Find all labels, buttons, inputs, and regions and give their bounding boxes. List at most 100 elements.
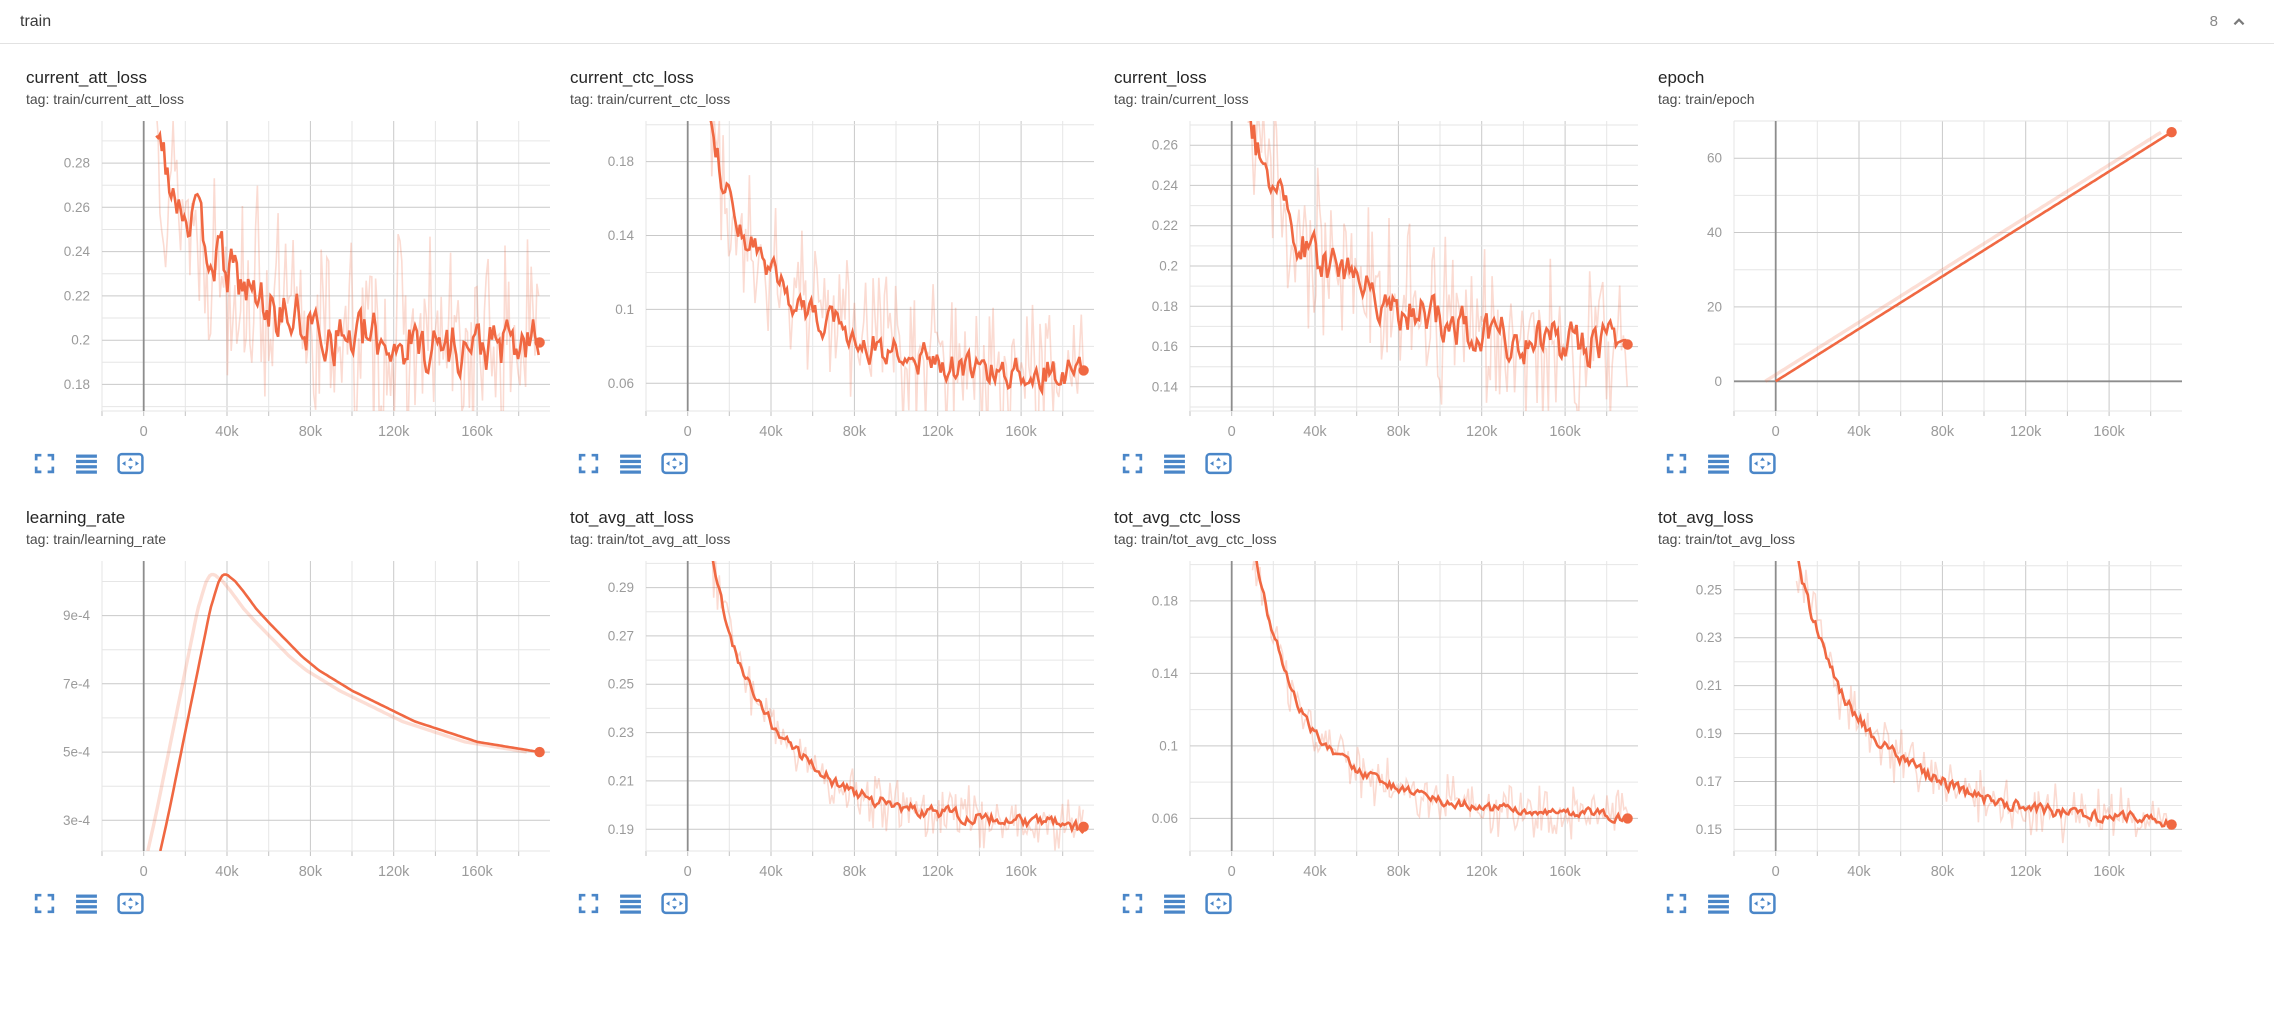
svg-text:0.15: 0.15	[1696, 822, 1722, 837]
expand-chart-button[interactable]	[574, 449, 603, 478]
svg-text:40k: 40k	[759, 424, 783, 440]
chart-title: current_att_loss	[26, 68, 147, 87]
svg-text:120k: 120k	[1466, 864, 1498, 880]
run-group-title: train	[20, 12, 52, 30]
log-scale-lines-icon	[620, 454, 641, 474]
chart-title: tot_avg_loss	[1658, 508, 1754, 527]
expand-chart-button[interactable]	[1662, 889, 1691, 918]
fullscreen-icon	[34, 893, 55, 914]
svg-text:120k: 120k	[1466, 424, 1498, 440]
chart-card: learning_rate tag: train/learning_rate 3…	[26, 508, 556, 918]
fit-domain-button[interactable]	[1202, 889, 1235, 918]
expand-chart-button[interactable]	[30, 889, 59, 918]
fit-data-icon	[661, 892, 688, 915]
log-scale-toggle-button[interactable]	[616, 889, 645, 918]
svg-text:0.19: 0.19	[1696, 726, 1722, 741]
expand-chart-button[interactable]	[30, 449, 59, 478]
svg-text:0.16: 0.16	[1152, 339, 1178, 354]
line-chart[interactable]: 0.19 0.21 0.23 0.25 0.27 0.29 0 40k 80k 120k 160k	[570, 555, 1100, 885]
chart-controls	[1658, 889, 2188, 918]
line-chart[interactable]: 0.18 0.2 0.22 0.24 0.26 0.28 0 40k 80k 120k 160k	[26, 115, 556, 445]
svg-text:0.18: 0.18	[1152, 593, 1178, 608]
log-scale-toggle-button[interactable]	[1704, 889, 1733, 918]
line-chart[interactable]: 0.14 0.16 0.18 0.2 0.22 0.24 0.26 0 40k 80k 120k 16…	[1114, 115, 1644, 445]
svg-text:0.18: 0.18	[1152, 299, 1178, 314]
chart-title: current_ctc_loss	[570, 68, 694, 87]
svg-text:0: 0	[684, 424, 692, 440]
svg-text:0.2: 0.2	[1159, 259, 1178, 274]
chart-count-badge: 8	[2209, 13, 2218, 30]
log-scale-toggle-button[interactable]	[1160, 889, 1189, 918]
svg-text:0.1: 0.1	[615, 302, 634, 317]
svg-text:0.29: 0.29	[608, 580, 634, 595]
log-scale-toggle-button[interactable]	[1704, 449, 1733, 478]
svg-text:160k: 160k	[1549, 864, 1581, 880]
svg-text:40k: 40k	[1847, 424, 1871, 440]
fit-domain-button[interactable]	[658, 449, 691, 478]
expand-chart-button[interactable]	[1118, 889, 1147, 918]
svg-text:160k: 160k	[461, 864, 493, 880]
fullscreen-icon	[578, 893, 599, 914]
fit-domain-button[interactable]	[114, 889, 147, 918]
svg-text:20: 20	[1707, 299, 1722, 314]
log-scale-lines-icon	[1708, 894, 1729, 914]
expand-chart-button[interactable]	[1118, 449, 1147, 478]
chart-tag: tag: train/tot_avg_ctc_loss	[1114, 531, 1277, 547]
svg-text:0.2: 0.2	[71, 333, 90, 348]
log-scale-toggle-button[interactable]	[1160, 449, 1189, 478]
fit-data-icon	[661, 452, 688, 475]
svg-text:0.21: 0.21	[608, 773, 634, 788]
line-chart[interactable]: 0.06 0.1 0.14 0.18 0 40k 80k 120k 160k	[570, 115, 1100, 445]
chart-title: epoch	[1658, 68, 1705, 87]
fullscreen-icon	[578, 453, 599, 474]
fit-domain-button[interactable]	[1202, 449, 1235, 478]
log-scale-lines-icon	[1708, 454, 1729, 474]
fit-data-icon	[117, 452, 144, 475]
chart-tag: tag: train/learning_rate	[26, 531, 167, 547]
fit-domain-button[interactable]	[114, 449, 147, 478]
line-chart[interactable]: 0 20 40 60 0 40k 80k 120k 160k	[1658, 115, 2188, 445]
expand-chart-button[interactable]	[1662, 449, 1691, 478]
line-chart[interactable]: 0.15 0.17 0.19 0.21 0.23 0.25 0 40k 80k 120k 160k	[1658, 555, 2188, 885]
svg-text:40k: 40k	[759, 864, 783, 880]
svg-text:0: 0	[140, 424, 148, 440]
chart-card: current_att_loss tag: train/current_att_…	[26, 68, 556, 478]
svg-text:40k: 40k	[215, 424, 239, 440]
chart-card: tot_avg_loss tag: train/tot_avg_loss 0.1…	[1658, 508, 2188, 918]
charts-grid: current_att_loss tag: train/current_att_…	[0, 44, 2274, 918]
log-scale-lines-icon	[620, 894, 641, 914]
svg-text:80k: 80k	[1387, 424, 1411, 440]
log-scale-toggle-button[interactable]	[72, 889, 101, 918]
fullscreen-icon	[34, 453, 55, 474]
chart-tag: tag: train/current_att_loss	[26, 91, 184, 107]
log-scale-toggle-button[interactable]	[616, 449, 645, 478]
fit-data-icon	[1749, 892, 1776, 915]
fit-data-icon	[1205, 892, 1232, 915]
fullscreen-icon	[1666, 893, 1687, 914]
chart-card: epoch tag: train/epoch 0 20 40 60 0 40k 80k 120…	[1658, 68, 2188, 478]
svg-text:0.23: 0.23	[608, 725, 634, 740]
fit-domain-button[interactable]	[658, 889, 691, 918]
log-scale-toggle-button[interactable]	[72, 449, 101, 478]
fit-data-icon	[1749, 452, 1776, 475]
svg-text:0.26: 0.26	[1152, 138, 1178, 153]
chart-tag: tag: train/current_loss	[1114, 91, 1249, 107]
fit-domain-button[interactable]	[1746, 889, 1779, 918]
svg-text:0.14: 0.14	[608, 228, 635, 243]
svg-text:60: 60	[1707, 151, 1722, 166]
svg-text:0.28: 0.28	[64, 156, 90, 171]
fullscreen-icon	[1122, 893, 1143, 914]
expand-chart-button[interactable]	[574, 889, 603, 918]
svg-text:0.14: 0.14	[1152, 666, 1179, 681]
svg-text:80k: 80k	[1931, 864, 1955, 880]
svg-text:120k: 120k	[378, 864, 410, 880]
svg-text:0: 0	[140, 864, 148, 880]
svg-text:80k: 80k	[1931, 424, 1955, 440]
chart-controls	[570, 449, 1100, 478]
line-chart[interactable]: 3e-4 5e-4 7e-4 9e-4 0 40k 80k 120k 160k	[26, 555, 556, 885]
fit-domain-button[interactable]	[1746, 449, 1779, 478]
line-chart[interactable]: 0.06 0.1 0.14 0.18 0 40k 80k 120k 160k	[1114, 555, 1644, 885]
collapse-section-button[interactable]	[2226, 9, 2252, 35]
svg-text:0: 0	[1772, 864, 1780, 880]
chart-tag: tag: train/tot_avg_att_loss	[570, 531, 731, 547]
